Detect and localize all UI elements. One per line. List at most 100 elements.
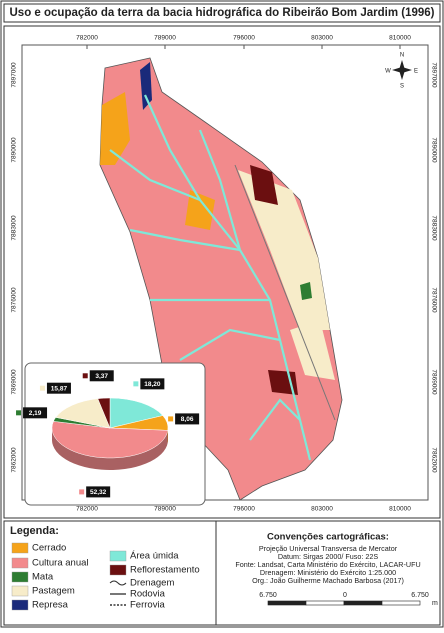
y-coord-label: 7890000: [11, 137, 18, 163]
y-coord-label: 7897000: [11, 62, 18, 88]
value-label-box: [86, 486, 111, 498]
value-label-key: [39, 385, 45, 391]
conventions: Projeção Universal Transversa de Mercato…: [235, 544, 420, 585]
value-label-box: [175, 413, 200, 425]
conventions-box: [215, 520, 441, 626]
scale-label: 6.750: [411, 592, 429, 599]
pie-slice: [51, 421, 169, 459]
compass-letter: N: [400, 53, 404, 59]
x-coord-label: 782000: [76, 506, 98, 513]
legend-label: Área úmida: [130, 551, 179, 562]
drainage: [249, 398, 301, 441]
legend-label: Mata: [32, 572, 54, 583]
y-coord-label: 7876000: [11, 287, 18, 313]
convention-line: Org.: João Guilherme Machado Barbosa (20…: [252, 576, 404, 585]
represa-patch: [140, 62, 152, 110]
legend-label: Represa: [32, 600, 69, 611]
watershed: [99, 57, 343, 501]
value-label-box: [23, 407, 48, 419]
title-box: [3, 3, 441, 23]
y-coord-label: 7897000: [430, 62, 437, 88]
drainage: [179, 328, 281, 361]
scale-unit: m: [432, 600, 438, 607]
legend: Cerrado Cultura anual Mata Pastagem Represa Á…: [11, 543, 200, 611]
drainage-network: [109, 94, 312, 461]
y-coord-label: 7883000: [11, 215, 18, 241]
x-coord-label: 803000: [311, 35, 333, 42]
value-label: 3,37: [95, 373, 108, 380]
value-label-box: [46, 382, 71, 394]
legend-swatch: [11, 557, 29, 569]
pie-slice: [55, 398, 111, 429]
x-coord-label: 789000: [154, 506, 176, 513]
cerrado-patch: [185, 190, 215, 230]
drainage: [143, 94, 312, 461]
y-coord-label: 7862000: [11, 447, 18, 473]
compass-letter: E: [414, 69, 418, 75]
value-label-key: [168, 416, 174, 422]
y-coord-label: 7869000: [11, 369, 18, 395]
value-label: 18,20: [144, 381, 161, 388]
compass-star: [392, 67, 412, 73]
convention-line: Datum: Sirgas 2000/ Fuso: 22S: [278, 552, 378, 561]
y-coord-label: 7890000: [430, 137, 437, 163]
x-coord-label: 803000: [311, 506, 333, 513]
road: [234, 164, 336, 421]
value-label: 15,87: [51, 385, 68, 392]
legend-swatch: [109, 564, 127, 576]
convention-line: Drenagem: Ministério do Exército 1:25.00…: [260, 568, 396, 577]
y-coord-label: 7876000: [430, 287, 437, 313]
drainage: [109, 149, 201, 202]
value-label: 2,19: [29, 410, 42, 417]
scale-segment: [305, 600, 345, 606]
x-coord-label: 789000: [154, 35, 176, 42]
graticule: 782000 782000 789000 789000 796000 796000 8030…: [11, 35, 438, 513]
pie-chart: 18,20 8,06 52,32 2,19 15,87 3,37: [16, 370, 200, 498]
value-label-key: [16, 410, 22, 416]
scale-segment: [267, 600, 307, 606]
value-label-key: [82, 373, 88, 379]
value-label-key: [133, 381, 139, 387]
legend-swatch: [11, 585, 29, 597]
conventions-title: Convenções cartográficas:: [267, 532, 389, 543]
legend-label: Ferrovia: [130, 600, 166, 611]
pie-slice: [97, 397, 111, 429]
scale-segment: [343, 600, 383, 606]
legend-title: Legenda:: [10, 525, 59, 537]
x-coord-label: 782000: [76, 35, 98, 42]
reflorestamento-patch: [250, 165, 278, 205]
compass: N S E W: [385, 53, 418, 90]
compass-letter: S: [400, 84, 404, 90]
legend-label: Rodovia: [130, 589, 166, 600]
scale-segment: [381, 600, 421, 606]
x-coord-label: 796000: [233, 506, 255, 513]
legend-label: Pastagem: [32, 586, 75, 597]
legend-label: Reflorestamento: [130, 565, 200, 576]
value-label: 8,06: [181, 416, 194, 423]
drainage: [198, 129, 242, 251]
drainage: [129, 228, 241, 252]
legend-swatch: [11, 571, 29, 583]
reflorestamento-patch: [268, 370, 298, 395]
x-coord-label: 810000: [389, 506, 411, 513]
legend-swatch: [109, 550, 127, 562]
pie-slice: [109, 397, 164, 429]
x-coord-label: 810000: [389, 35, 411, 42]
value-label-box: [89, 370, 114, 382]
value-label-box: [140, 378, 165, 390]
legend-label: Drenagem: [130, 578, 174, 589]
scale-label: 0: [343, 592, 347, 599]
y-coord-label: 7862000: [430, 447, 437, 473]
cerrado-patch: [100, 92, 130, 165]
x-coord-label: 796000: [233, 35, 255, 42]
convention-line: Projeção Universal Transversa de Mercato…: [259, 544, 398, 553]
compass-letter: W: [385, 69, 391, 75]
legend-label: Cultura anual: [32, 558, 89, 569]
legend-label: Cerrado: [32, 543, 66, 554]
legend-swatch: [11, 599, 29, 611]
value-label: 52,32: [90, 489, 107, 496]
y-coord-label: 7869000: [430, 369, 437, 395]
convention-line: Fonte: Landsat, Carta Ministério do Exér…: [235, 560, 420, 569]
